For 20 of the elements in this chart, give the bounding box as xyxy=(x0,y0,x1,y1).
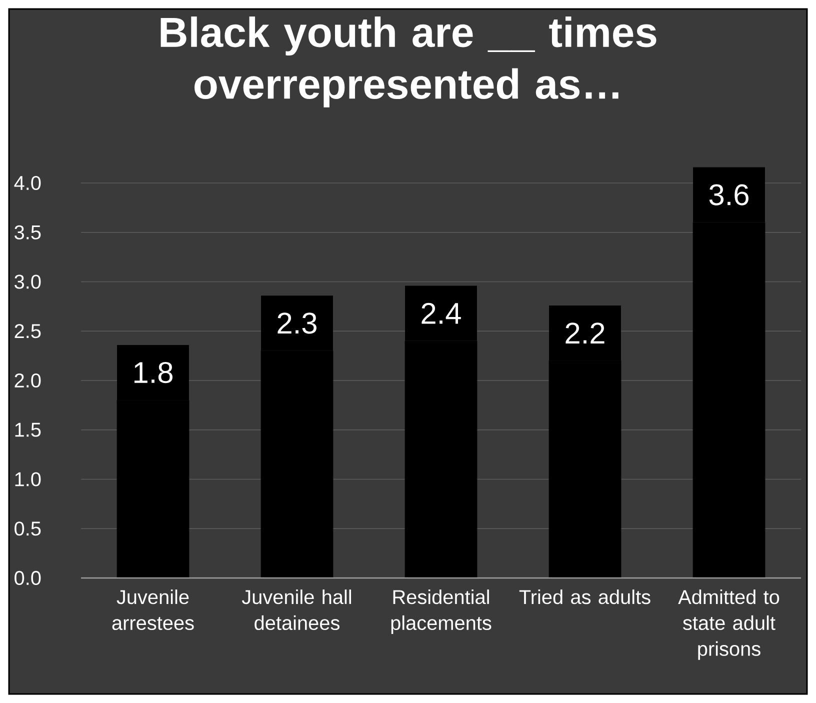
y-tick-label: 0.5 xyxy=(14,522,41,536)
x-tick-label: Juvenile hall detainees xyxy=(242,590,352,630)
y-tick-label: 4.0 xyxy=(14,176,41,190)
y-tick-label: 3.5 xyxy=(14,225,41,240)
data-label: 3.6 xyxy=(709,184,748,206)
y-tick-label: 2.5 xyxy=(14,324,41,338)
y-tick-label: 0.0 xyxy=(14,570,41,586)
y-tick-label: 3.0 xyxy=(14,274,41,289)
x-tick-label: Admitted to state adult prisons xyxy=(678,590,780,660)
chart-title: Black youth are __ times overrepresented as… xyxy=(160,16,656,108)
data-label: 1.8 xyxy=(134,362,172,384)
data-label: 2.2 xyxy=(566,322,604,344)
y-tick-label: 2.0 xyxy=(14,373,41,388)
x-tick-label: Juvenile arrestees xyxy=(112,590,194,630)
y-tick-label: 1.0 xyxy=(15,472,41,486)
data-label: 2.3 xyxy=(278,312,316,334)
x-tick-label: Tried as adults xyxy=(519,590,650,604)
y-tick-label: 1.5 xyxy=(15,422,41,437)
x-tick-label: Residential placements xyxy=(391,590,492,634)
data-label: 2.4 xyxy=(422,302,461,324)
